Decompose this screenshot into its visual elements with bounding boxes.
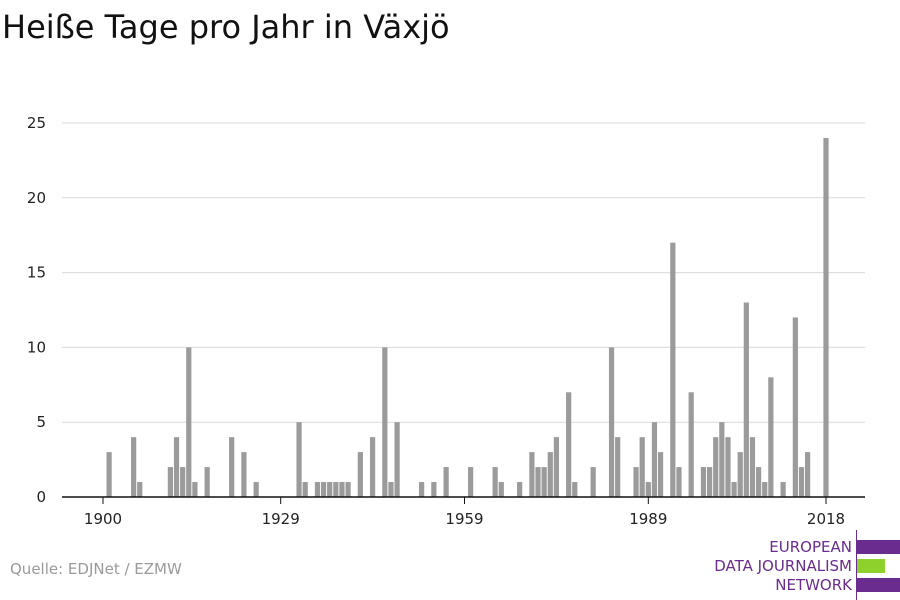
bar <box>572 482 578 497</box>
bar <box>131 437 137 497</box>
bar <box>296 422 302 497</box>
bar <box>590 467 596 497</box>
bar <box>657 452 664 497</box>
bar <box>419 482 425 497</box>
bar <box>314 482 321 497</box>
bar <box>608 347 615 497</box>
logo-bar-middle <box>857 559 885 573</box>
bar <box>167 467 173 497</box>
bar <box>253 482 259 497</box>
bar <box>823 137 829 497</box>
bar <box>388 482 394 497</box>
bar <box>339 482 345 497</box>
y-tick-label: 25 <box>27 114 46 132</box>
bar <box>382 347 388 497</box>
x-axis <box>62 496 865 504</box>
grid-lines <box>62 122 865 423</box>
logo-text-european: EUROPEAN <box>769 538 852 556</box>
bar <box>743 302 749 497</box>
bar <box>192 482 198 497</box>
bar <box>676 467 682 497</box>
bar <box>320 482 327 497</box>
bar <box>706 467 713 497</box>
bar <box>566 392 572 497</box>
x-tick-label: 2018 <box>807 510 845 528</box>
bar <box>302 482 308 497</box>
bar <box>529 452 535 497</box>
x-tick-label: 1989 <box>629 510 667 528</box>
bar <box>688 392 694 497</box>
bar <box>731 482 737 497</box>
bar <box>651 422 658 497</box>
bar <box>345 482 351 497</box>
bar <box>137 482 143 497</box>
bar <box>241 452 247 497</box>
bar <box>547 452 553 497</box>
bar <box>700 467 707 497</box>
logo-text-data-journalism: DATA JOURNALISM <box>714 557 852 575</box>
bar <box>333 482 339 497</box>
bar <box>737 452 743 497</box>
chart-title: Heiße Tage pro Jahr in Växjö <box>2 8 450 46</box>
logo-divider <box>856 530 857 600</box>
bar <box>204 467 210 497</box>
bar <box>517 482 523 497</box>
x-tick-label: 1900 <box>84 510 122 528</box>
y-tick-label: 10 <box>27 338 46 356</box>
bar <box>749 437 756 497</box>
bar <box>535 467 541 497</box>
bar <box>431 482 437 497</box>
bar <box>369 437 376 497</box>
x-tick-label: 1959 <box>445 510 483 528</box>
bar <box>615 437 621 497</box>
y-tick-label: 0 <box>36 488 46 506</box>
bar <box>229 437 235 497</box>
bar <box>327 482 333 497</box>
bar <box>719 422 725 497</box>
bar <box>633 467 639 497</box>
bar <box>541 467 547 497</box>
bar <box>792 317 798 497</box>
bar <box>468 467 474 497</box>
bar <box>725 437 731 497</box>
bar <box>492 467 498 497</box>
y-tick-labels: 0 5 10 15 20 25 <box>27 114 46 506</box>
bar <box>805 452 811 497</box>
bar <box>443 467 449 497</box>
edjnet-logo: EUROPEAN DATA JOURNALISM NETWORK <box>700 530 900 600</box>
bar <box>173 437 180 497</box>
bar <box>357 452 363 497</box>
logo-bar-bottom <box>857 578 900 592</box>
bar <box>394 422 400 497</box>
y-tick-label: 15 <box>27 264 46 282</box>
y-tick-label: 5 <box>36 413 46 431</box>
bar <box>798 467 805 497</box>
source-note: Quelle: EDJNet / EZMW <box>10 560 182 578</box>
x-tick-label: 1929 <box>262 510 300 528</box>
bar <box>553 437 560 497</box>
bar <box>106 452 112 497</box>
y-tick-label: 20 <box>27 189 46 207</box>
bar <box>768 377 774 497</box>
bar <box>645 482 651 497</box>
bar-chart: 0 5 10 15 20 25 1900 1929 1959 1989 2018 <box>27 114 865 528</box>
logo-text-network: NETWORK <box>775 576 852 594</box>
bar <box>180 467 186 497</box>
logo-bar-top <box>857 540 900 554</box>
bars <box>106 137 829 497</box>
bar <box>713 437 719 497</box>
bar <box>762 482 768 497</box>
bar <box>670 242 676 497</box>
bar <box>498 482 504 497</box>
bar <box>756 467 762 497</box>
x-tick-labels: 1900 1929 1959 1989 2018 <box>84 510 845 528</box>
bar <box>639 437 645 497</box>
bar <box>780 482 786 497</box>
bar <box>186 347 192 497</box>
